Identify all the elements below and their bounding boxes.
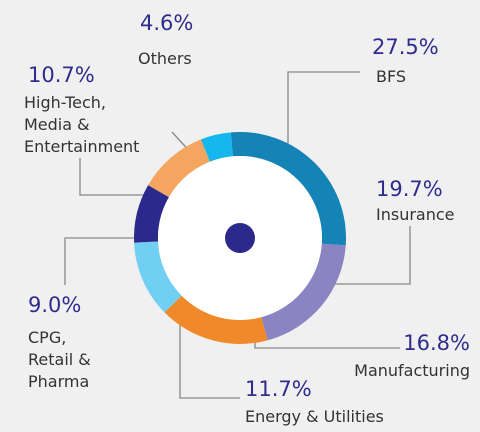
slice [230,132,346,246]
slice [261,243,346,341]
category-label: Others [138,49,192,68]
category-label: BFS [376,67,406,86]
leader-line [64,237,140,285]
slice [134,241,182,313]
slice [164,295,268,344]
slice [201,132,233,162]
value-label: 11.7% [245,377,312,401]
slice [133,185,169,243]
value-label: 4.6% [140,11,193,35]
value-label: 9.0% [28,293,81,317]
leader-line [322,226,411,285]
leader-line [179,316,240,399]
leader-line [287,71,360,160]
category-label: Energy & Utilities [245,407,384,426]
category-label: Insurance [376,205,455,224]
value-label: 27.5% [372,35,439,59]
leader-line [79,158,150,196]
value-label: 10.7% [28,63,95,87]
category-label: High-Tech, Media & Entertainment [24,93,139,156]
slice [148,139,210,198]
value-label: 19.7% [376,177,443,201]
center-dot [225,223,255,253]
category-label: Manufacturing [354,361,470,380]
value-label: 16.8% [403,331,470,355]
category-label: CPG, Retail & Pharma [28,328,91,391]
